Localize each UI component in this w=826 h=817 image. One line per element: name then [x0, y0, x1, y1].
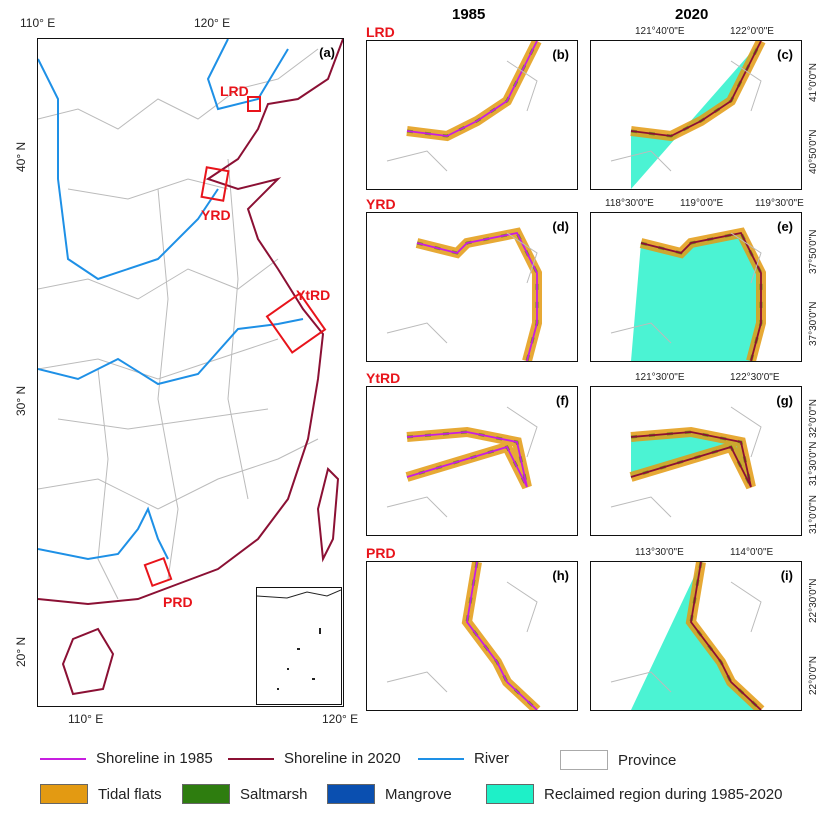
x-tick: 122°30'0"E — [730, 372, 780, 383]
column-header-2020: 2020 — [675, 6, 709, 23]
x-tick: 119°0'0"E — [680, 198, 724, 209]
region-label-yrd: YRD — [201, 207, 231, 223]
panel-label: (a) — [319, 45, 335, 60]
detail-map — [386, 41, 542, 172]
detail-map — [386, 562, 541, 710]
detail-map — [610, 41, 766, 189]
detail-panel: (g) — [590, 386, 802, 536]
legend-tidal-flats: Tidal flats — [40, 784, 162, 804]
left-tick: 40° N — [14, 141, 28, 172]
y-tick: 41°0'0"N — [808, 63, 819, 102]
detail-map — [386, 227, 542, 361]
y-tick: 31°30'0"N — [808, 441, 819, 487]
legend-reclaimed-region: Reclaimed region during 1985-2020 — [486, 784, 783, 804]
panel-label: (e) — [777, 219, 793, 234]
x-tick: 114°0'0"E — [730, 547, 774, 558]
x-tick: 122°0'0"E — [730, 26, 774, 37]
main-map-panel: (a) LRD YRD YtRD PRD — [37, 38, 344, 707]
study-area-boxes — [143, 96, 327, 588]
y-tick: 40°50'0"N — [808, 129, 819, 175]
bottom-tick: 120° E — [322, 712, 359, 726]
panel-label: (i) — [780, 568, 793, 583]
left-tick: 30° N — [14, 385, 28, 416]
row-region-label: YtRD — [366, 370, 401, 386]
legend-saltmarsh: Saltmarsh — [182, 784, 308, 804]
region-label-lrd: LRD — [220, 83, 249, 99]
shoreline-2020 — [38, 39, 343, 696]
panel-label: (b) — [552, 47, 569, 62]
detail-panel: (e) — [590, 212, 802, 362]
china-coast-map — [38, 39, 343, 696]
x-tick: 121°40'0"E — [635, 26, 685, 37]
left-tick: 20° N — [14, 636, 28, 667]
y-tick: 37°50'0"N — [808, 229, 819, 275]
region-label-ytrd: YtRD — [296, 287, 331, 303]
y-tick: 22°30'0"N — [808, 578, 819, 624]
rivers — [38, 39, 304, 561]
panel-label: (c) — [777, 47, 793, 62]
column-header-1985: 1985 — [452, 6, 486, 23]
legend-mangrove: Mangrove — [327, 784, 452, 804]
top-tick: 120° E — [194, 16, 231, 30]
legend-shoreline-2020: Shoreline in 2020 — [228, 750, 401, 767]
y-tick: 37°30'0"N — [808, 301, 819, 347]
row-region-label: LRD — [366, 24, 395, 40]
detail-panel: (i) — [590, 561, 802, 711]
x-tick: 118°30'0"E — [605, 198, 654, 209]
panel-label: (g) — [776, 393, 793, 408]
row-region-label: YRD — [366, 196, 396, 212]
detail-map — [386, 406, 538, 518]
panel-label: (f) — [556, 393, 569, 408]
detail-map — [610, 227, 766, 361]
detail-panel: (d) — [366, 212, 578, 362]
detail-panel: (b) — [366, 40, 578, 190]
detail-panel: (c) — [590, 40, 802, 190]
detail-panel: (h) — [366, 561, 578, 711]
y-tick: 31°0'0"N — [808, 495, 819, 534]
legend-river: River — [418, 750, 509, 767]
detail-panel: (f) — [366, 386, 578, 536]
legend-province: Province — [560, 750, 676, 770]
bottom-tick: 110° E — [68, 712, 104, 726]
row-region-label: PRD — [366, 545, 396, 561]
panel-label: (d) — [552, 219, 569, 234]
region-label-prd: PRD — [163, 594, 193, 610]
top-tick: 110° E — [20, 16, 56, 30]
detail-map — [610, 406, 762, 535]
y-tick: 22°0'0"N — [808, 656, 819, 695]
x-tick: 121°30'0"E — [635, 372, 685, 383]
legend-shoreline-1985: Shoreline in 1985 — [40, 750, 213, 767]
x-tick: 113°30'0"E — [635, 547, 684, 558]
province-boundaries — [38, 48, 319, 600]
detail-map — [610, 562, 765, 710]
south-china-sea-inset — [256, 587, 342, 705]
panel-label: (h) — [552, 568, 569, 583]
x-tick: 119°30'0"E — [755, 198, 804, 209]
y-tick: 32°0'0"N — [808, 399, 819, 438]
